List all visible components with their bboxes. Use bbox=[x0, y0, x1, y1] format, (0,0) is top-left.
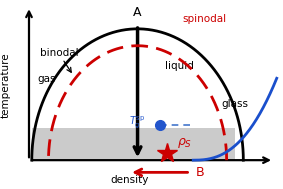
Bar bbox=[32, 128, 235, 160]
Text: liquid: liquid bbox=[165, 61, 194, 71]
Text: B: B bbox=[196, 166, 205, 179]
Text: binodal: binodal bbox=[40, 48, 79, 58]
Text: spinodal: spinodal bbox=[182, 14, 226, 24]
Text: $T_{\mathsf{g}}^{\mathsf{sp}}$: $T_{\mathsf{g}}^{\mathsf{sp}}$ bbox=[129, 114, 145, 130]
Text: gas: gas bbox=[37, 74, 56, 84]
Text: A: A bbox=[133, 6, 142, 19]
Text: temperature: temperature bbox=[1, 52, 11, 118]
Text: $\rho_S$: $\rho_S$ bbox=[177, 136, 192, 150]
Text: glass: glass bbox=[221, 99, 248, 109]
Text: density: density bbox=[110, 176, 148, 185]
